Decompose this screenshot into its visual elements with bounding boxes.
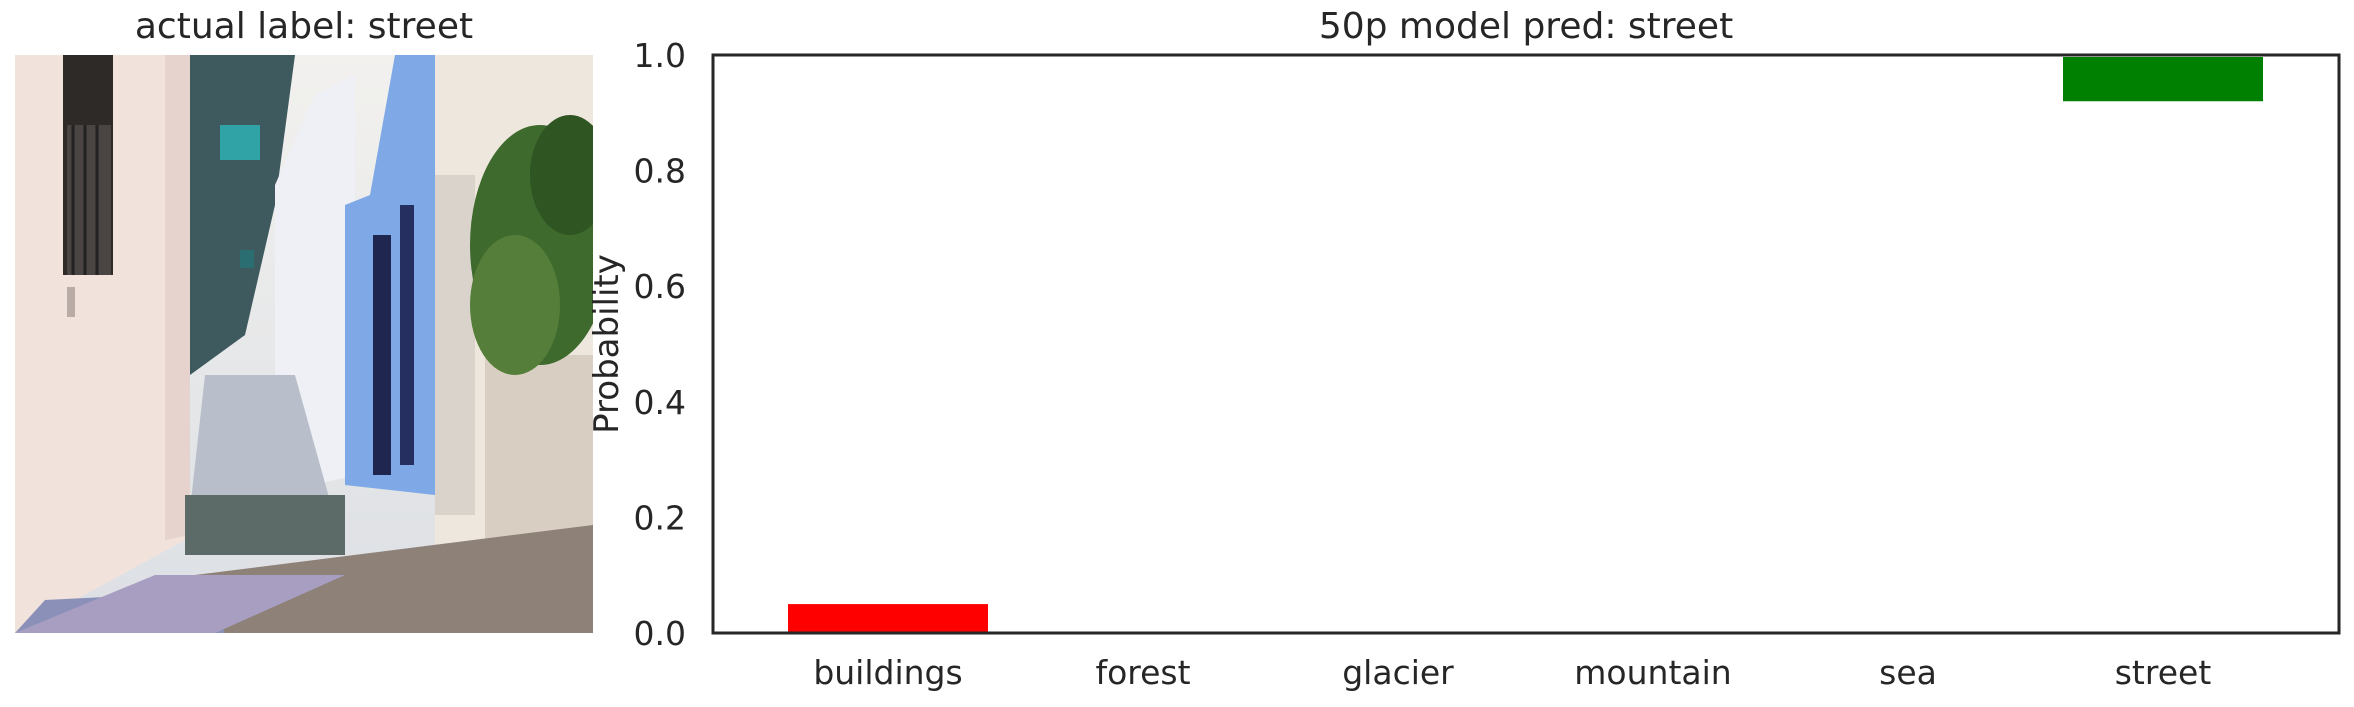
bar-buildings [788, 604, 988, 633]
x-tick-label: mountain [1574, 653, 1731, 692]
chart-title: 50p model pred: street [1318, 6, 1734, 47]
street-photo [15, 55, 593, 633]
x-tick-label: glacier [1342, 653, 1454, 692]
y-tick-label: 0.8 [634, 152, 686, 191]
photo-title: actual label: street [134, 6, 474, 47]
y-tick-label: 0.4 [634, 383, 686, 422]
bar-street [2063, 57, 2263, 102]
y-tick-label: 0.2 [634, 498, 686, 537]
plot-frame [711, 53, 2341, 635]
y-tick-label: 1.0 [634, 36, 686, 75]
x-tick-label: street [2115, 653, 2212, 692]
x-tick-label: forest [1095, 653, 1190, 692]
y-tick-label: 0.6 [634, 267, 686, 306]
x-tick-label: buildings [813, 653, 962, 692]
y-tick-label: 0.0 [634, 614, 686, 653]
x-tick-label: sea [1879, 653, 1937, 692]
y-axis-label: Probability [587, 254, 627, 434]
